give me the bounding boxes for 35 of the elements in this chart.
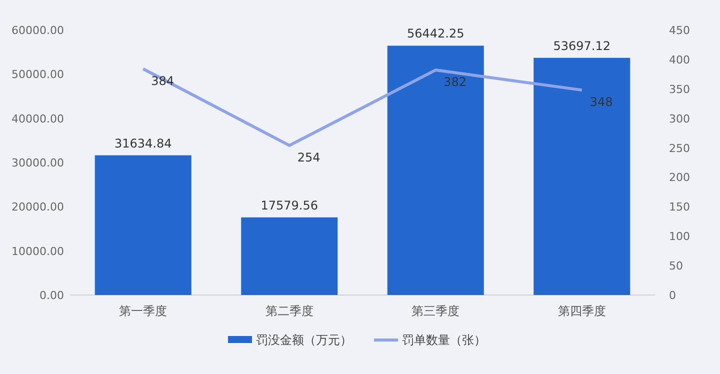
- y2-tick-label: 350: [669, 82, 690, 96]
- y-tick-label: 20000.00: [12, 200, 64, 214]
- y2-tick-label: 450: [669, 24, 690, 37]
- x-tick-label: 第四季度: [558, 304, 606, 318]
- bar: [94, 155, 192, 295]
- y2-tick-label: 200: [669, 171, 690, 184]
- y-tick-label: 50000.00: [12, 68, 64, 82]
- data-label: 384: [151, 74, 174, 88]
- y-tick-label: 60000.00: [12, 24, 64, 37]
- y-tick-label: 10000.00: [12, 244, 64, 258]
- data-label: 382: [444, 75, 467, 90]
- data-label: 254: [297, 150, 320, 164]
- y-tick-label: 0.00: [40, 289, 64, 302]
- legend-label: 罚单数量（张）: [402, 333, 486, 347]
- y-tick-label: 40000.00: [12, 112, 64, 126]
- data-label: 56442.25: [406, 26, 464, 41]
- data-label: 17579.56: [260, 198, 318, 212]
- y2-tick-label: 400: [669, 53, 690, 66]
- data-label: 31634.84: [114, 136, 172, 150]
- y2-tick-label: 0: [669, 289, 676, 302]
- bar: [387, 46, 484, 295]
- x-tick-label: 第三季度: [412, 304, 460, 318]
- legend-label: 罚没金额（万元）: [256, 333, 352, 347]
- y2-tick-label: 50: [669, 260, 683, 273]
- y2-tick-label: 300: [669, 112, 690, 126]
- x-tick-label: 第二季度: [265, 304, 314, 318]
- y2-tick-label: 250: [669, 142, 690, 155]
- y2-tick-label: 150: [669, 200, 690, 214]
- data-label: 348: [590, 95, 613, 110]
- y-tick-label: 30000.00: [12, 156, 64, 170]
- data-label: 53697.12: [553, 38, 611, 53]
- bar: [241, 217, 338, 295]
- bar: [534, 58, 630, 295]
- y2-tick-label: 100: [669, 230, 690, 244]
- x-tick-label: 第一季度: [119, 304, 168, 318]
